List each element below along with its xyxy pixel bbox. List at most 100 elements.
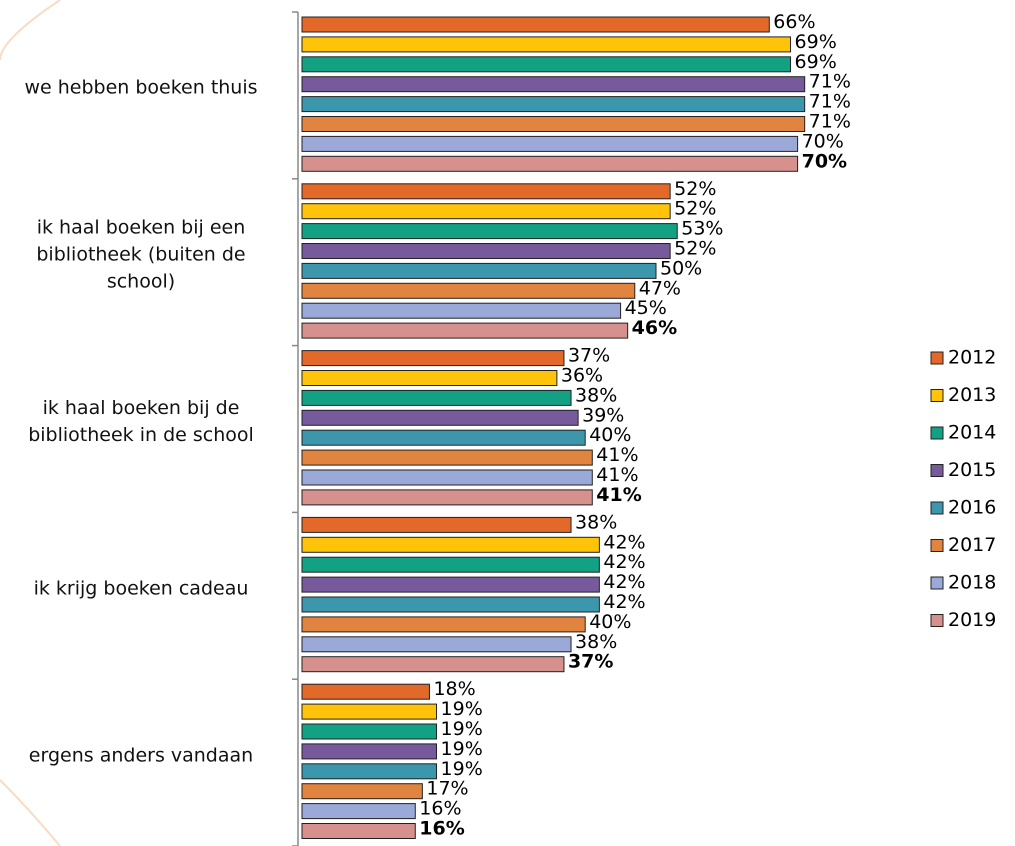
bar <box>301 370 558 386</box>
bar <box>301 203 671 220</box>
category-label: ergens anders vandaan <box>28 744 254 767</box>
legend-label: 2016 <box>948 497 996 519</box>
value-label: 69% <box>795 51 837 73</box>
value-label: 45% <box>625 297 667 319</box>
decoration <box>0 779 61 846</box>
bar <box>301 743 438 760</box>
bar <box>301 556 600 573</box>
bar <box>301 429 586 446</box>
value-label: 52% <box>674 238 716 260</box>
bar <box>301 596 600 613</box>
value-label: 70% <box>802 150 847 172</box>
decoration <box>0 0 61 61</box>
value-label: 38% <box>575 511 617 533</box>
value-label: 53% <box>681 218 723 240</box>
bar <box>301 783 423 800</box>
bar <box>301 409 579 426</box>
category-label: ik krijg boeken cadeau <box>33 577 249 600</box>
bar <box>301 389 572 406</box>
bar <box>301 469 593 486</box>
bar <box>301 16 770 33</box>
category-label: ik haal boeken bij de bibliotheek in de … <box>28 397 254 446</box>
bar <box>301 36 792 53</box>
bar <box>301 223 678 240</box>
legend-label: 2014 <box>948 422 996 444</box>
legend-swatch <box>930 389 944 402</box>
bar <box>301 576 600 593</box>
bar <box>301 489 593 506</box>
legend-swatch <box>930 576 944 590</box>
value-label: 19% <box>441 698 483 720</box>
bar <box>301 322 629 339</box>
legend-label: 2019 <box>948 609 996 631</box>
bar <box>301 116 806 132</box>
value-label: 42% <box>603 531 645 553</box>
value-label: 42% <box>603 571 645 593</box>
value-label: 41% <box>596 444 638 466</box>
value-label: 37% <box>568 651 613 673</box>
bar <box>301 243 671 259</box>
category-label: ik haal boeken bij een bibliotheek (buit… <box>36 216 246 293</box>
bar <box>301 656 565 673</box>
category-label: we hebben boeken thuis <box>24 76 258 99</box>
value-label: 40% <box>589 611 631 633</box>
value-label: 42% <box>603 591 645 613</box>
legend-swatch <box>930 464 944 477</box>
value-label: 38% <box>575 631 617 653</box>
legend-label: 2018 <box>948 572 996 594</box>
value-label: 69% <box>795 31 837 53</box>
legend-swatch <box>930 539 944 552</box>
legend-swatch <box>930 614 944 627</box>
value-label: 19% <box>441 718 483 740</box>
value-label: 16% <box>419 818 464 840</box>
bar <box>301 723 438 740</box>
value-label: 47% <box>639 277 681 299</box>
bar <box>301 155 799 172</box>
value-label: 36% <box>561 365 603 387</box>
bar <box>301 56 792 73</box>
bar <box>301 135 799 152</box>
bar <box>301 282 636 299</box>
value-label: 70% <box>802 130 844 152</box>
legend-swatch <box>930 501 944 515</box>
bar <box>301 449 593 466</box>
legend-label: 2017 <box>948 534 996 556</box>
value-label: 17% <box>426 778 468 800</box>
value-label: 41% <box>596 484 641 506</box>
bar <box>301 262 657 279</box>
bar <box>301 803 416 820</box>
value-label: 18% <box>433 678 475 700</box>
legend-label: 2013 <box>948 384 996 406</box>
value-label: 71% <box>809 71 851 93</box>
value-label: 41% <box>596 464 638 486</box>
value-label: 66% <box>773 11 815 33</box>
bar <box>301 96 806 113</box>
bar <box>301 763 438 780</box>
bar <box>301 536 600 553</box>
value-label: 19% <box>441 758 483 780</box>
bar <box>301 76 806 93</box>
value-label: 37% <box>568 345 610 367</box>
value-label: 46% <box>632 317 677 339</box>
value-label: 52% <box>674 178 716 200</box>
bar <box>301 703 438 720</box>
value-label: 50% <box>660 257 702 279</box>
value-label: 40% <box>589 424 631 446</box>
legend-swatch <box>930 426 944 440</box>
bar <box>301 616 586 633</box>
legend-swatch <box>930 351 944 365</box>
legend-label: 2015 <box>948 459 996 481</box>
value-label: 52% <box>674 198 716 220</box>
bar <box>301 823 416 839</box>
value-label: 16% <box>419 798 461 820</box>
value-label: 38% <box>575 384 617 406</box>
value-label: 71% <box>809 91 851 113</box>
bar <box>301 302 622 319</box>
bar <box>301 683 430 700</box>
bar <box>301 516 572 533</box>
bar <box>301 636 572 653</box>
value-label: 19% <box>441 738 483 760</box>
bar <box>301 350 565 367</box>
